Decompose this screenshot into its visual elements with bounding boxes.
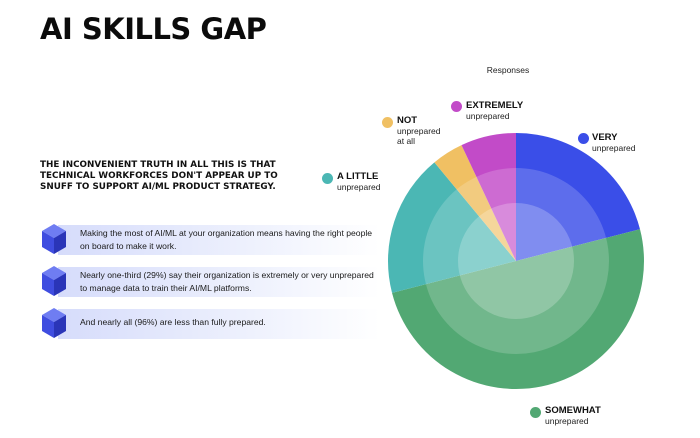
chart-title: Responses — [486, 65, 530, 75]
label-a-little: A LITTLE unprepared — [322, 172, 380, 192]
page-title: AI SKILLS GAP — [40, 12, 267, 46]
pie-overlay-ring-2 — [458, 203, 574, 319]
legend-dot — [451, 101, 462, 112]
legend-dot — [322, 173, 333, 184]
pie-slice-very — [516, 133, 640, 261]
bullet-bar — [58, 225, 380, 255]
bullet-text: Nearly one-third (29%) say their organiz… — [80, 270, 374, 293]
pie-slice-somewhat — [392, 229, 645, 390]
legend-dot — [382, 117, 393, 128]
bullet-item: And nearly all (96%) are less than fully… — [40, 306, 380, 339]
label-not: NOT unprepared at all — [382, 116, 442, 146]
label-extremely: EXTREMELY unprepared — [451, 101, 523, 121]
bullet-bar — [58, 267, 380, 297]
cube-icon — [42, 266, 66, 296]
bullet-item: Nearly one-third (29%) say their organiz… — [40, 264, 380, 297]
lead-statement: THE INCONVENIENT TRUTH IN ALL THIS IS TH… — [40, 160, 278, 192]
cube-icon — [42, 308, 66, 338]
bullet-text: And nearly all (96%) are less than fully… — [80, 317, 266, 327]
bullet-bar — [58, 309, 380, 339]
label-very: VERY unprepared — [578, 133, 635, 153]
pie-slice-not — [434, 145, 516, 261]
responses-pie-chart — [387, 133, 645, 390]
pie-overlay-ring-1 — [423, 168, 609, 354]
legend-dot — [578, 133, 589, 144]
bullet-text: Making the most of AI/ML at your organiz… — [80, 228, 373, 251]
label-somewhat: SOMEWHAT unprepared — [528, 406, 601, 426]
pie-slice-a-little — [387, 162, 516, 293]
pie-slice-extremely — [461, 133, 516, 261]
cube-icon — [42, 224, 66, 254]
legend-dot — [530, 407, 541, 418]
bullet-item: Making the most of AI/ML at your organiz… — [40, 222, 380, 255]
